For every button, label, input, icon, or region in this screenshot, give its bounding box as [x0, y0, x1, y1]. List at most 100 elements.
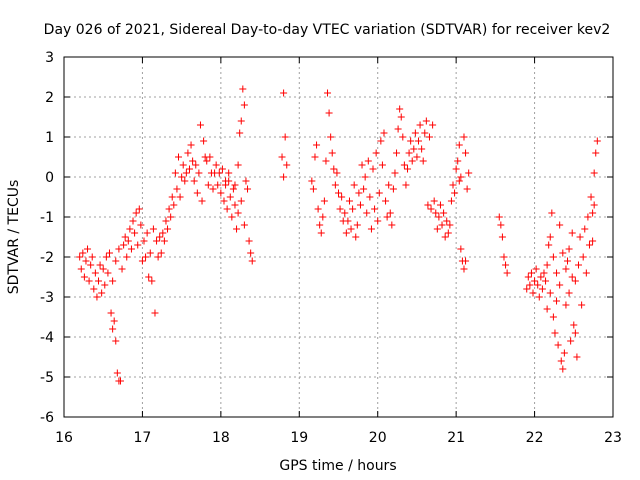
data-point: [234, 209, 242, 217]
data-point: [317, 229, 325, 237]
data-point: [88, 253, 96, 261]
data-point: [204, 181, 212, 189]
data-point: [451, 189, 459, 197]
data-point: [345, 197, 353, 205]
data-point: [325, 109, 333, 117]
data-point: [495, 213, 503, 221]
data-point: [356, 201, 364, 209]
data-point: [444, 229, 452, 237]
data-point: [193, 189, 201, 197]
data-point: [358, 161, 366, 169]
data-point: [173, 185, 181, 193]
data-point: [154, 253, 162, 261]
data-point: [551, 329, 559, 337]
data-point: [240, 101, 248, 109]
data-point: [242, 177, 250, 185]
data-point: [347, 225, 355, 233]
data-point: [178, 173, 186, 181]
data-point: [164, 225, 172, 233]
data-point: [157, 249, 165, 257]
data-point: [308, 177, 316, 185]
data-point: [331, 181, 339, 189]
data-point: [344, 217, 352, 225]
data-point: [389, 185, 397, 193]
data-point: [278, 153, 286, 161]
data-point: [233, 225, 241, 233]
data-point: [237, 117, 245, 125]
data-point: [146, 249, 154, 257]
data-point: [543, 305, 551, 313]
data-point: [565, 245, 573, 253]
data-point: [546, 289, 554, 297]
data-point: [137, 221, 145, 229]
data-point: [397, 113, 405, 121]
data-point: [542, 277, 550, 285]
x-tick-label: 17: [134, 430, 152, 446]
data-point: [578, 301, 586, 309]
data-point: [546, 233, 554, 241]
data-point: [335, 189, 342, 197]
data-point: [143, 229, 151, 237]
data-point: [408, 157, 416, 165]
data-point: [113, 369, 121, 377]
data-point: [590, 169, 598, 177]
data-point: [581, 225, 589, 233]
data-point: [383, 213, 391, 221]
data-point: [399, 133, 407, 141]
data-point: [168, 193, 176, 201]
data-point: [593, 137, 601, 145]
data-point: [421, 129, 429, 137]
data-point: [181, 177, 189, 185]
data-point: [455, 141, 463, 149]
data-point: [369, 165, 377, 173]
data-point: [364, 157, 372, 165]
data-point: [457, 245, 465, 253]
data-point: [182, 169, 190, 177]
data-point: [573, 353, 581, 361]
data-point: [220, 197, 228, 205]
data-point: [386, 209, 394, 217]
data-point: [463, 185, 471, 193]
data-point: [425, 133, 433, 141]
data-point: [240, 221, 248, 229]
data-point: [104, 269, 112, 277]
data-point: [529, 289, 537, 297]
data-point: [565, 289, 573, 297]
data-point: [327, 133, 335, 141]
data-point: [121, 233, 129, 241]
data-point: [400, 161, 408, 169]
data-point: [460, 133, 468, 141]
grid-lines: [64, 57, 613, 417]
data-point: [215, 169, 223, 177]
data-point: [280, 173, 288, 181]
data-point: [212, 161, 220, 169]
data-point: [98, 289, 106, 297]
data-point: [223, 205, 231, 213]
data-point: [372, 149, 380, 157]
data-point: [162, 217, 170, 225]
data-point: [95, 277, 103, 285]
data-point: [217, 189, 225, 197]
data-point: [498, 233, 506, 241]
data-point: [229, 185, 237, 193]
data-point: [503, 269, 511, 277]
data-point: [449, 181, 457, 189]
data-point: [231, 201, 239, 209]
data-point: [553, 269, 561, 277]
data-point: [107, 309, 115, 317]
data-point: [116, 377, 124, 385]
data-point: [90, 285, 98, 293]
data-point: [353, 221, 361, 229]
data-point: [185, 165, 193, 173]
data-point: [462, 149, 470, 157]
data-point: [198, 197, 206, 205]
data-point: [441, 233, 449, 241]
data-point: [134, 241, 142, 249]
data-point: [462, 257, 470, 265]
data-point: [105, 249, 113, 257]
data-point: [570, 321, 578, 329]
data-point: [371, 205, 379, 213]
data-point: [411, 129, 419, 137]
chart-title: Day 026 of 2021, Sidereal Day-to-day VTE…: [44, 22, 611, 38]
data-point: [237, 197, 245, 205]
